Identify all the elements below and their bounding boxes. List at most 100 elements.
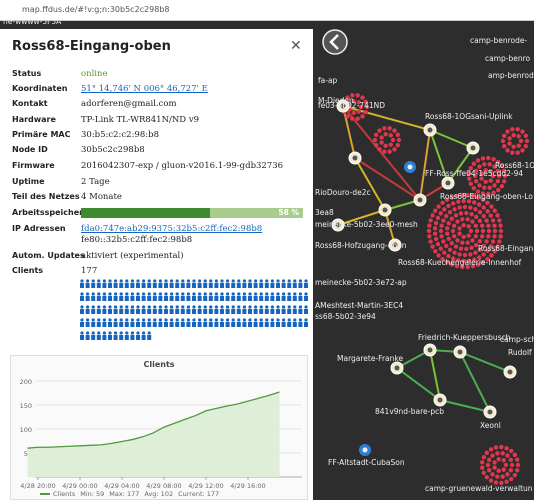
- client-icon-body: [236, 283, 241, 288]
- client-dot: [505, 148, 510, 153]
- client-dot: [460, 264, 465, 270]
- client-dot: [467, 171, 472, 176]
- client-icon-head: [214, 279, 218, 283]
- client-icon-head: [114, 292, 118, 296]
- client-icon-body: [264, 322, 269, 327]
- client-dot: [473, 223, 479, 228]
- client-icon-body: [208, 283, 213, 288]
- client-icon-body: [304, 322, 308, 327]
- client-dot: [426, 228, 432, 234]
- client-icon-body: [169, 283, 174, 288]
- client-dot: [449, 241, 455, 246]
- client-icon-body: [119, 296, 124, 301]
- client-dot: [490, 239, 496, 244]
- client-icon-head: [147, 279, 151, 283]
- row-value: 30b5c2c298b8: [81, 145, 145, 155]
- client-dot: [490, 173, 496, 179]
- client-dot: [495, 168, 501, 173]
- client-icon-head: [209, 318, 213, 322]
- address-bar[interactable]: map.ffdus.de/#!v:g;n:30b5c2c298b8: [0, 0, 534, 21]
- ip-address: fe80::32b5:c2ff:fec2:98b8: [81, 235, 193, 245]
- client-icon-head: [164, 292, 168, 296]
- map[interactable]: he-wwww-3F3A camp-benrode-camp-benro amp-b…: [0, 21, 534, 500]
- client-icon-body: [220, 309, 224, 314]
- legend-text: Min: 59: [80, 490, 104, 498]
- map-node-core: [427, 347, 433, 353]
- client-dot: [501, 467, 506, 472]
- client-icon-head: [119, 331, 123, 335]
- client-icon-body: [220, 283, 224, 288]
- client-icon-body: [281, 322, 286, 327]
- client-icon-head: [158, 318, 162, 322]
- back-button[interactable]: [322, 29, 348, 55]
- client-dot: [441, 218, 446, 223]
- client-dot: [486, 223, 491, 228]
- map-node-core: [362, 447, 368, 453]
- x-tick-label: 4/29 00:00: [62, 482, 97, 490]
- client-dot: [445, 226, 450, 231]
- client-icon-head: [203, 318, 207, 322]
- client-dot: [487, 162, 492, 167]
- client-icons: [80, 279, 308, 340]
- client-dot: [473, 250, 478, 255]
- client-dot: [360, 95, 365, 100]
- client-icon-head: [114, 279, 118, 283]
- node-label: Margarete-Franke: [337, 354, 403, 363]
- client-dot: [510, 150, 515, 155]
- client-icon-head: [248, 292, 252, 296]
- client-icon-head: [254, 292, 258, 296]
- client-dot: [497, 218, 502, 223]
- client-dot: [502, 168, 507, 173]
- client-dot: [488, 213, 493, 218]
- client-dot: [392, 147, 397, 152]
- client-icon-body: [208, 309, 213, 314]
- client-icon-body: [242, 322, 247, 327]
- client-dot: [387, 126, 392, 131]
- node-label: AMeshtest-Martin-3EC4: [315, 301, 403, 310]
- client-icon-body: [214, 309, 219, 314]
- client-icon-body: [253, 296, 258, 301]
- client-icon-head: [86, 292, 90, 296]
- client-dot: [472, 200, 477, 205]
- ip-address[interactable]: fda0:747e:ab29:9375:32b5:c2ff:fec2:98b8: [81, 224, 263, 234]
- client-dot: [477, 164, 482, 169]
- client-icon-head: [114, 318, 118, 322]
- map-link: [419, 129, 431, 201]
- client-dot: [503, 462, 509, 468]
- client-dot: [428, 239, 433, 244]
- client-dot: [480, 465, 485, 470]
- client-dot: [363, 110, 369, 115]
- client-dot: [444, 259, 450, 265]
- row-value[interactable]: 51° 14,746' N 006° 46,727' E: [81, 84, 208, 94]
- client-dot: [444, 197, 450, 203]
- client-icon-body: [130, 283, 135, 288]
- client-dot: [497, 239, 502, 244]
- client-icon-body: [158, 296, 163, 301]
- client-dot: [468, 252, 473, 257]
- client-icon-body: [130, 322, 135, 327]
- client-icon-body: [91, 283, 96, 288]
- client-dot: [495, 244, 500, 249]
- close-button[interactable]: ✕: [290, 38, 302, 54]
- client-icon-body: [197, 296, 202, 301]
- client-icon-body: [236, 309, 241, 314]
- client-icon-body: [141, 309, 146, 314]
- client-icon-head: [125, 305, 129, 309]
- map-node-core: [352, 155, 358, 161]
- client-icon-body: [96, 309, 101, 314]
- client-icon-body: [287, 322, 292, 327]
- client-icon-body: [298, 283, 303, 288]
- client-dot: [507, 136, 512, 141]
- client-icon-body: [102, 309, 107, 314]
- client-dot: [468, 228, 474, 234]
- client-dot: [387, 149, 392, 154]
- client-dot: [449, 262, 455, 267]
- url[interactable]: map.ffdus.de/#!v:g;n:30b5c2c298b8: [22, 5, 170, 14]
- client-dot: [355, 93, 360, 98]
- client-dot: [444, 213, 449, 219]
- client-icon-body: [91, 322, 96, 327]
- client-icon-body: [197, 322, 202, 327]
- client-dot: [480, 234, 485, 239]
- client-dot: [475, 189, 481, 194]
- row-label: Clients: [12, 266, 44, 275]
